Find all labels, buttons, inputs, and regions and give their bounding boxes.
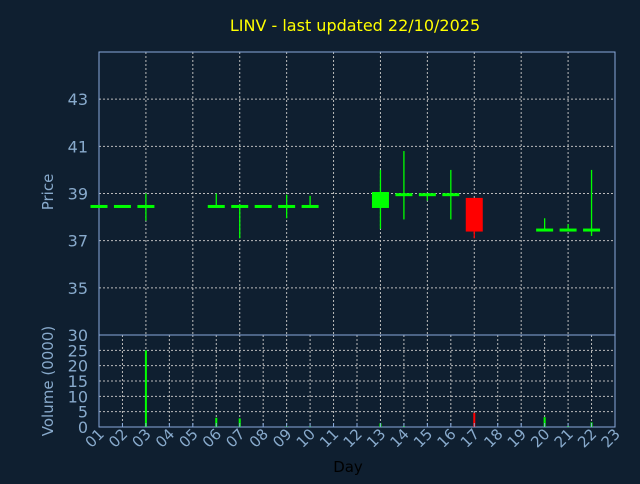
candle-body [418, 193, 436, 197]
price-axis-label: Price [39, 174, 57, 211]
price-tick-label: 37 [68, 232, 88, 251]
price-tick-label: 39 [68, 185, 88, 204]
x-tick-label: 11 [316, 425, 342, 451]
price-tick-label: 30 [68, 326, 88, 345]
x-tick-label: 12 [340, 425, 366, 451]
price-tick-label: 43 [68, 90, 88, 109]
x-tick-label: 05 [175, 425, 201, 451]
candle-body [90, 204, 108, 208]
x-axis-label: Day [333, 458, 363, 476]
candle-body [559, 228, 577, 232]
x-tick-label: 04 [152, 425, 178, 451]
candle-body [137, 204, 155, 208]
x-tick-label: 22 [574, 425, 600, 451]
volume-axis-label: Volume (0000) [39, 326, 57, 436]
x-tick-label: 07 [222, 425, 248, 451]
candle-body [278, 204, 296, 208]
candle-body [231, 204, 249, 208]
volume-bar [144, 350, 147, 427]
candle-body [301, 204, 319, 208]
candle-body [536, 228, 554, 232]
volume-tick-label: 10 [68, 387, 88, 406]
x-tick-label: 14 [387, 425, 413, 451]
volume-tick-label: 20 [68, 357, 88, 376]
x-tick-label: 08 [246, 425, 272, 451]
volume-bar [543, 417, 546, 427]
candle-body [207, 204, 225, 208]
x-tick-label: 19 [504, 425, 530, 451]
x-tick-label: 02 [105, 425, 131, 451]
volume-tick-label: 15 [68, 372, 88, 391]
x-tick-label: 21 [551, 425, 577, 451]
price-tick-label: 35 [68, 279, 88, 298]
volume-bar [473, 412, 476, 427]
candle-body [113, 204, 131, 208]
x-tick-label: 10 [293, 425, 319, 451]
x-tick-label: 18 [480, 425, 506, 451]
candle-body [465, 197, 483, 232]
candle-body [371, 192, 389, 208]
x-tick-label: 06 [199, 425, 225, 451]
x-tick-label: 23 [598, 425, 624, 451]
x-tick-label: 20 [527, 425, 553, 451]
x-tick-label: 17 [457, 425, 483, 451]
x-tick-label: 15 [410, 425, 436, 451]
candle-body [442, 193, 460, 197]
candle-body [254, 204, 272, 208]
volume-bar [215, 417, 218, 427]
volume-tick-label: 5 [78, 403, 88, 422]
x-tick-label: 13 [363, 425, 389, 451]
x-tick-label: 16 [433, 425, 459, 451]
candle-body [583, 228, 601, 232]
volume-tick-label: 25 [68, 341, 88, 360]
candle-body [395, 193, 413, 197]
volume-bar [238, 418, 241, 427]
price-tick-label: 41 [68, 137, 88, 156]
volume-tick-label: 0 [78, 418, 88, 437]
x-tick-label: 03 [129, 425, 155, 451]
x-tick-label: 09 [269, 425, 295, 451]
chart-title: LINV - last updated 22/10/2025 [230, 16, 480, 35]
